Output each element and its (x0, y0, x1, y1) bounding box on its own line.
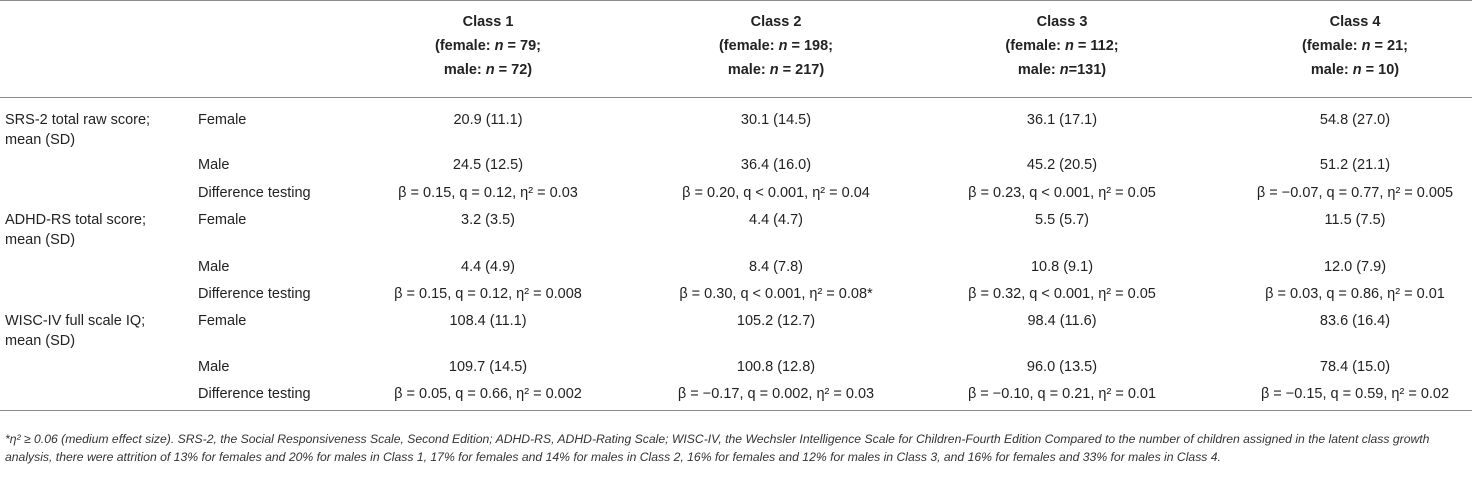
table-cell: 83.6 (16.4) (1319, 313, 1391, 329)
column-title: Class 3 (1036, 14, 1088, 30)
table-cell: 4.4 (4.9) (461, 259, 515, 275)
table-cell: β = 0.20, q < 0.001, η² = 0.04 (682, 185, 870, 201)
table-cell: 8.4 (7.8) (749, 259, 803, 275)
column-female-n: (female: n = 79; (435, 38, 541, 54)
table-cell: 4.4 (4.7) (749, 212, 803, 228)
row-outcome-label: ADHD-RS total score; mean (SD) (5, 212, 147, 248)
table-cell: 36.4 (16.0) (740, 157, 812, 173)
table-cell: 10.8 (9.1) (1030, 259, 1094, 275)
column-male-n: male: n = 10) (1310, 62, 1400, 78)
row-group-label: Male (198, 359, 230, 375)
column-header-class-4: Class 4 (female: n = 21; male: n = 10) (1255, 10, 1455, 82)
table-cell: 20.9 (11.1) (453, 112, 523, 128)
table-cell: β = 0.32, q < 0.001, η² = 0.05 (968, 286, 1156, 302)
table-cell: β = 0.15, q = 0.12, η² = 0.008 (394, 286, 582, 302)
table-cell: 30.1 (14.5) (740, 112, 812, 128)
row-group-label: Difference testing (198, 286, 311, 302)
table-cell: 78.4 (15.0) (1319, 359, 1391, 375)
row-group-label: Difference testing (198, 185, 311, 201)
column-title: Class 1 (462, 14, 514, 30)
header-rule (0, 97, 1472, 98)
table-footnote: *η² ≥ 0.06 (medium effect size). SRS-2, … (5, 432, 1430, 464)
table-cell: 45.2 (20.5) (1026, 157, 1098, 173)
table-cell: 100.8 (12.8) (736, 359, 816, 375)
table-cell: 96.0 (13.5) (1026, 359, 1098, 375)
column-female-n: (female: n = 112; (1005, 38, 1119, 54)
column-male-n: male: n = 217) (727, 62, 825, 78)
table-cell: β = 0.15, q = 0.12, η² = 0.03 (398, 185, 578, 201)
table-cell: 109.7 (14.5) (448, 359, 528, 375)
table-cell: 5.5 (5.7) (1035, 212, 1089, 228)
table-cell: 98.4 (11.6) (1027, 313, 1097, 329)
column-male-n: male: n=131) (1017, 62, 1107, 78)
table-cell: β = −0.15, q = 0.59, η² = 0.02 (1260, 386, 1450, 402)
row-group-label: Female (198, 313, 247, 329)
column-header-class-3: Class 3 (female: n = 112; male: n=131) (962, 10, 1162, 82)
row-group-label: Male (198, 259, 230, 275)
column-male-n: male: n = 72) (443, 62, 533, 78)
table-cell: β = 0.03, q = 0.86, η² = 0.01 (1265, 286, 1445, 302)
row-group-label: Female (198, 112, 247, 128)
table-cell: 105.2 (12.7) (736, 313, 816, 329)
row-outcome-label: WISC-IV full scale IQ; mean (SD) (5, 313, 146, 349)
table-cell: β = −0.07, q = 0.77, η² = 0.005 (1256, 185, 1454, 201)
table-cell: β = −0.17, q = 0.002, η² = 0.03 (677, 386, 875, 402)
table-cell: β = −0.10, q = 0.21, η² = 0.01 (967, 386, 1157, 402)
column-title: Class 2 (750, 14, 802, 30)
column-title: Class 4 (1329, 14, 1381, 30)
table-cell: 108.4 (11.1) (449, 313, 527, 329)
row-group-label: Female (198, 212, 247, 228)
table-cell: 3.2 (3.5) (461, 212, 515, 228)
column-female-n: (female: n = 21; (1302, 38, 1408, 54)
table-cell: 12.0 (7.9) (1323, 259, 1387, 275)
row-group-label: Male (198, 157, 230, 173)
column-header-class-2: Class 2 (female: n = 198; male: n = 217) (676, 10, 876, 82)
bottom-rule (0, 410, 1472, 411)
top-rule (0, 0, 1472, 1)
table-cell: 54.8 (27.0) (1319, 112, 1391, 128)
row-group-label: Difference testing (198, 386, 311, 402)
table-cell: β = 0.30, q < 0.001, η² = 0.08* (679, 286, 873, 302)
column-female-n: (female: n = 198; (718, 38, 834, 54)
table-cell: β = 0.05, q = 0.66, η² = 0.002 (394, 386, 582, 402)
table-cell: β = 0.23, q < 0.001, η² = 0.05 (968, 185, 1156, 201)
column-header-class-1: Class 1 (female: n = 79; male: n = 72) (388, 10, 588, 82)
table-cell: 51.2 (21.1) (1319, 157, 1391, 173)
table-cell: 36.1 (17.1) (1026, 112, 1098, 128)
row-outcome-label: SRS-2 total raw score; mean (SD) (5, 112, 151, 148)
table-cell: 24.5 (12.5) (452, 157, 524, 173)
table-cell: 11.5 (7.5) (1324, 212, 1386, 228)
